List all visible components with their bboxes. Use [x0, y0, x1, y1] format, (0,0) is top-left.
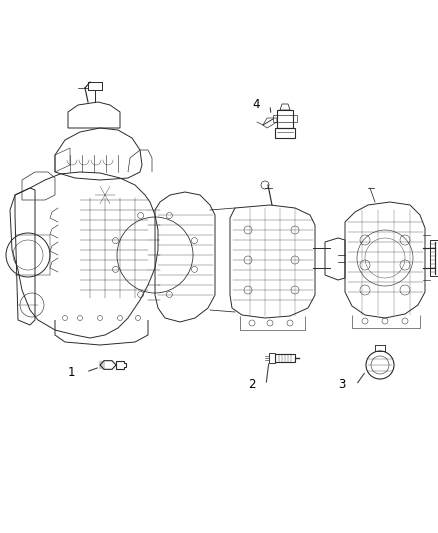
- Text: 2: 2: [248, 378, 255, 392]
- Text: 4: 4: [252, 99, 259, 111]
- Text: 1: 1: [68, 366, 75, 378]
- Text: 3: 3: [338, 378, 346, 392]
